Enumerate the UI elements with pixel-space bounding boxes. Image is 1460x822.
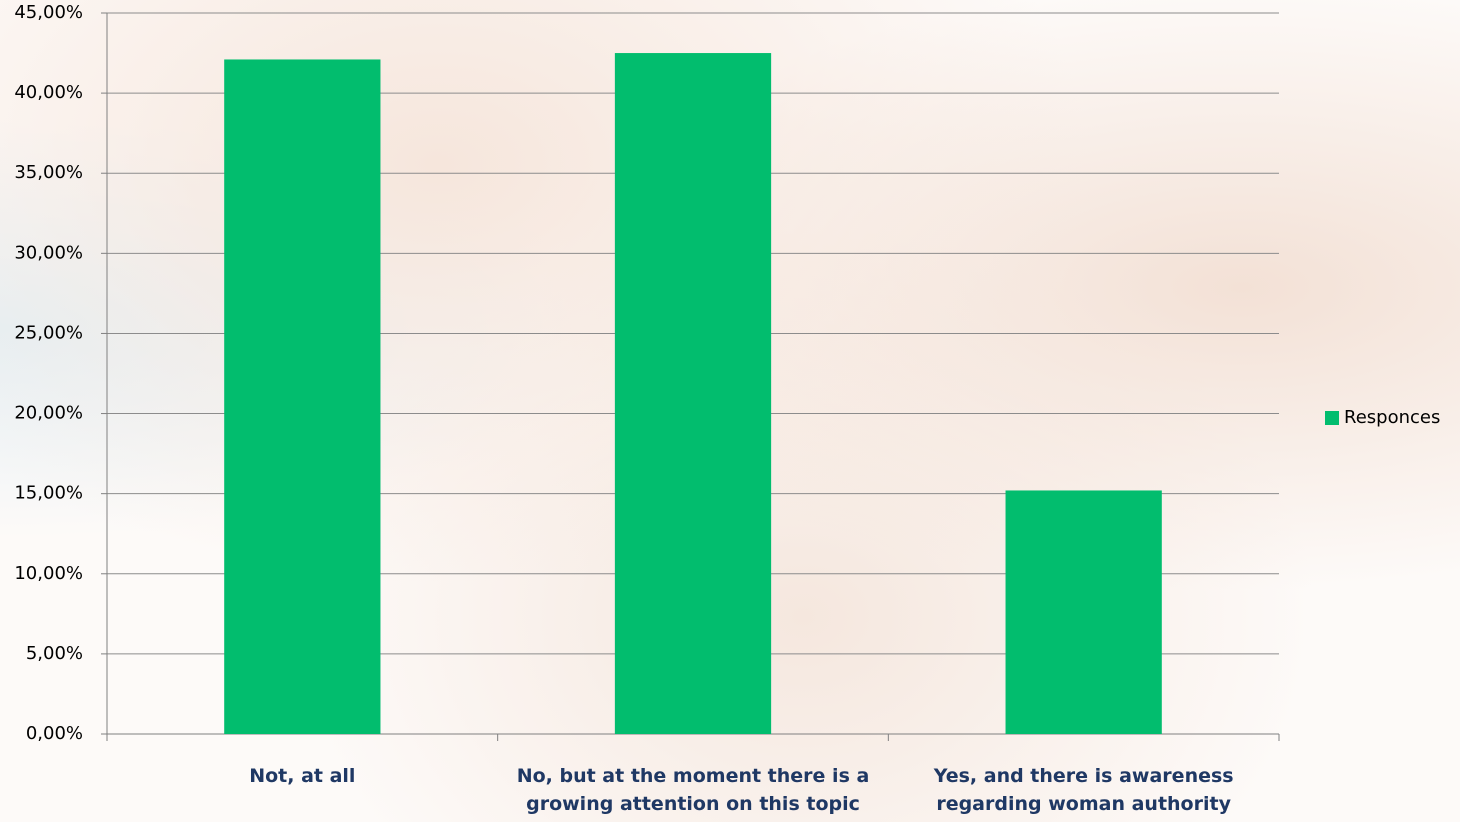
y-tick-label: 0,00% bbox=[26, 723, 83, 744]
bar bbox=[224, 59, 381, 735]
y-tick-label: 5,00% bbox=[26, 643, 83, 664]
y-tick-label: 10,00% bbox=[14, 563, 83, 584]
x-tick-label: No, but at the moment there is a growing… bbox=[516, 765, 870, 815]
y-tick-label: 20,00% bbox=[14, 403, 83, 424]
bar bbox=[614, 53, 772, 735]
y-tick-label: 45,00% bbox=[14, 2, 83, 23]
y-tick-label: 40,00% bbox=[14, 82, 83, 103]
legend-swatch bbox=[1325, 411, 1339, 425]
y-tick-label: 15,00% bbox=[14, 483, 83, 504]
x-tick-label: Yes, and there is awareness regarding wo… bbox=[933, 765, 1234, 815]
legend-label: Responces bbox=[1344, 407, 1440, 428]
y-tick-label: 25,00% bbox=[14, 322, 83, 343]
bar bbox=[1005, 490, 1162, 734]
x-tick-label: Not, at all bbox=[249, 765, 356, 787]
y-tick-label: 35,00% bbox=[14, 162, 83, 183]
y-tick-label: 30,00% bbox=[14, 242, 83, 263]
